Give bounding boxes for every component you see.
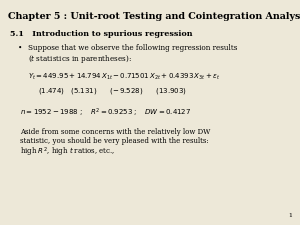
Text: 5.1   Introduction to spurious regression: 5.1 Introduction to spurious regression: [10, 30, 193, 38]
Text: Aside from some concerns with the relatively low DW: Aside from some concerns with the relati…: [20, 128, 210, 136]
Text: Suppose that we observe the following regression results: Suppose that we observe the following re…: [28, 44, 237, 52]
Text: high $R^2$, high $t$ ratios, etc.,: high $R^2$, high $t$ ratios, etc.,: [20, 146, 116, 159]
Text: $Y_t = 449.95 + 14.794\,X_{1t} - 0.71501\,X_{2t} + 0.4393\,X_{3t} + \varepsilon_: $Y_t = 449.95 + 14.794\,X_{1t} - 0.71501…: [28, 72, 220, 82]
Text: statistic, you should be very pleased with the results:: statistic, you should be very pleased wi…: [20, 137, 209, 145]
Text: $(1.474)\quad (5.131) \qquad (-\,9.528) \qquad (13.903)$: $(1.474)\quad (5.131) \qquad (-\,9.528) …: [38, 86, 187, 96]
Text: 1: 1: [288, 213, 292, 218]
Text: Chapter 5 : Unit-root Testing and Cointegration Analysis: Chapter 5 : Unit-root Testing and Cointe…: [8, 12, 300, 21]
Text: •: •: [18, 44, 22, 52]
Text: $n = 1952 - 1988\ ;\quad R^2 = 0.9253\ ;\quad DW = 0.4127$: $n = 1952 - 1988\ ;\quad R^2 = 0.9253\ ;…: [20, 107, 191, 119]
Text: ($t$ statistics in parentheses):: ($t$ statistics in parentheses):: [28, 53, 132, 65]
